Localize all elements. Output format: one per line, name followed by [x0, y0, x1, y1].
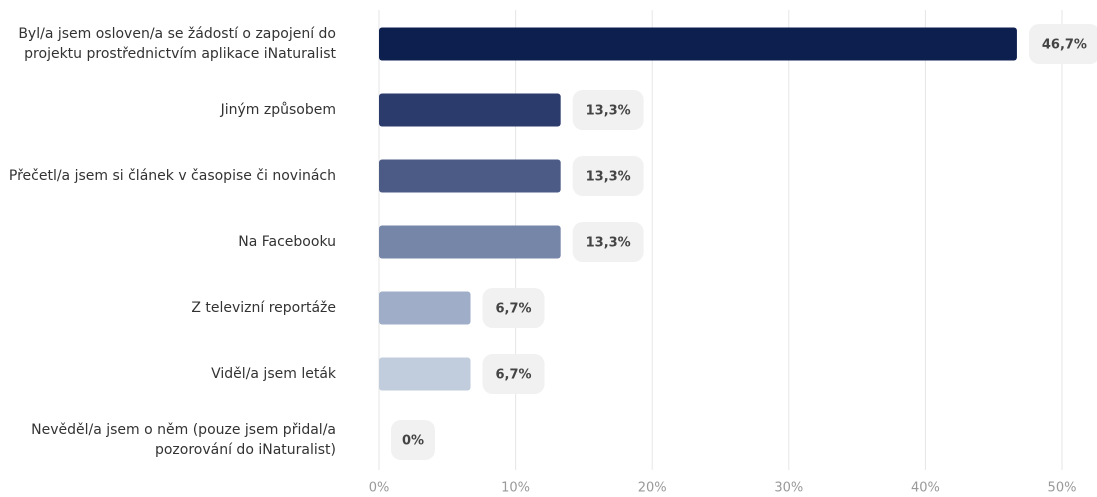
value-label-bg [482, 354, 545, 394]
x-tick-label: 40% [911, 481, 940, 496]
x-tick-label: 20% [638, 481, 667, 496]
category-label: Nevěděl/a jsem o něm (pouze jsem přidal/… [31, 422, 336, 458]
category-label: Byl/a jsem osloven/a se žádostí o zapoje… [18, 26, 336, 62]
value-label: 6,7% [495, 368, 531, 383]
x-tick-label: 10% [501, 481, 530, 496]
value-label-bg [572, 156, 644, 196]
category-label: Viděl/a jsem leták [211, 366, 336, 382]
value-label-bg [1028, 24, 1097, 64]
bar [379, 225, 561, 259]
value-label: 13,3% [586, 170, 631, 185]
category-label: Jiným způsobem [220, 102, 336, 118]
value-label: 6,7% [495, 302, 531, 317]
value-label-bg [391, 420, 435, 460]
category-label: Přečetl/a jsem si článek v časopise či n… [8, 168, 336, 184]
value-label-bg [572, 222, 644, 262]
value-label-bg [572, 90, 644, 130]
value-label: 0% [402, 434, 424, 449]
value-label: 13,3% [586, 236, 631, 251]
bar [379, 291, 471, 325]
value-label: 46,7% [1042, 38, 1087, 53]
bar [379, 159, 561, 193]
category-label: Na Facebooku [238, 234, 336, 250]
x-tick-label: 0% [369, 481, 390, 496]
x-tick-label: 30% [774, 481, 803, 496]
bar [379, 357, 471, 391]
bar [379, 27, 1017, 61]
category-label: Z televizní reportáže [191, 300, 336, 316]
x-tick-label: 50% [1048, 481, 1077, 496]
bar [379, 93, 561, 127]
value-label: 13,3% [586, 104, 631, 119]
value-label-bg [482, 288, 545, 328]
